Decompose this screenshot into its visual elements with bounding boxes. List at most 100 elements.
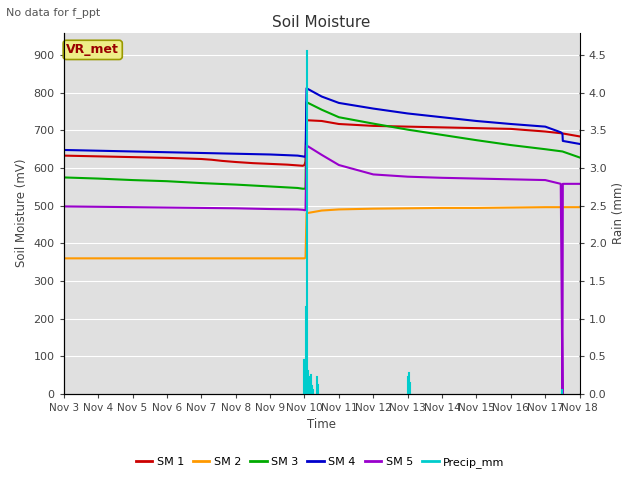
SM 1 [294,163,301,168]
SM 2 [301,255,309,261]
SM 5 [303,143,310,148]
SM 3 [303,99,310,105]
SM 5 [60,204,68,209]
SM 4 [60,147,68,153]
SM 1 [507,126,515,132]
SM 1 [284,162,291,168]
SM 5 [576,181,584,187]
SM 5 [507,177,515,182]
SM 2 [60,255,68,261]
SM 1 [249,160,257,166]
SM 4 [303,85,310,91]
SM 4 [557,130,564,135]
SM 5 [369,171,377,177]
SM 1 [94,154,102,159]
SM 3 [94,176,102,181]
SM 1 [232,159,239,165]
SM 3 [266,183,274,189]
SM 1 [129,154,136,160]
SM 4 [559,131,566,137]
SM 3 [559,149,566,155]
SM 2 [129,255,136,261]
SM 4 [369,106,377,111]
SM 4 [559,138,566,144]
SM 2 [198,255,205,261]
Line: SM 2: SM 2 [64,207,580,258]
SM 5 [541,177,549,183]
SM 3 [163,178,171,184]
SM 3 [232,182,239,188]
SM 2 [576,204,584,210]
SM 4 [507,121,515,127]
SM 2 [438,205,446,211]
SM 2 [369,206,377,212]
SM 5 [294,206,301,212]
SM 1 [318,118,326,124]
SM 3 [335,114,343,120]
SM 1 [559,131,566,136]
SM 3 [198,180,205,186]
SM 1 [266,161,274,167]
SM 5 [198,205,205,211]
SM 1 [299,163,307,168]
SM 4 [129,149,136,155]
Text: VR_met: VR_met [67,43,119,56]
SM 3 [507,142,515,148]
SM 4 [576,141,584,147]
SM 1 [369,123,377,129]
Line: SM 4: SM 4 [64,88,580,157]
SM 3 [404,127,412,132]
SM 5 [335,162,343,168]
SM 5 [301,207,308,213]
Legend: SM 1, SM 2, SM 3, SM 4, SM 5, Precip_mm: SM 1, SM 2, SM 3, SM 4, SM 5, Precip_mm [131,452,509,472]
SM 4 [318,94,326,99]
SM 1 [576,133,584,139]
SM 5 [472,176,480,181]
SM 4 [198,150,205,156]
SM 3 [301,186,308,192]
SM 4 [294,153,301,158]
SM 3 [129,177,136,183]
SM 2 [266,255,274,261]
SM 2 [318,208,326,214]
SM 2 [404,205,412,211]
SM 5 [404,174,412,180]
SM 5 [232,205,239,211]
SM 4 [299,154,307,159]
SM 3 [576,155,584,160]
SM 1 [303,117,310,123]
SM 1 [163,155,171,161]
Line: SM 5: SM 5 [64,145,580,394]
SM 5 [559,181,566,187]
SM 3 [369,121,377,127]
Y-axis label: Rain (mm): Rain (mm) [612,182,625,244]
SM 4 [266,152,274,157]
SM 4 [232,151,239,156]
SM 4 [472,118,480,124]
SM 3 [318,107,326,113]
X-axis label: Time: Time [307,419,336,432]
SM 1 [218,158,226,164]
SM 4 [301,154,309,160]
SM 2 [507,204,515,210]
SM 5 [299,207,307,213]
SM 3 [299,186,307,192]
SM 5 [318,152,326,158]
SM 2 [294,255,301,261]
SM 3 [438,132,446,138]
SM 3 [294,185,301,191]
SM 4 [301,154,308,160]
SM 4 [163,149,171,155]
SM 1 [60,153,68,158]
SM 2 [301,255,308,261]
SM 5 [557,181,564,187]
SM 2 [541,204,549,210]
SM 5 [266,206,274,212]
SM 2 [335,206,343,212]
SM 1 [301,162,308,168]
SM 5 [94,204,102,210]
SM 5 [438,175,446,180]
Text: No data for f_ppt: No data for f_ppt [6,7,100,18]
SM 2 [559,204,566,210]
SM 1 [404,124,412,130]
